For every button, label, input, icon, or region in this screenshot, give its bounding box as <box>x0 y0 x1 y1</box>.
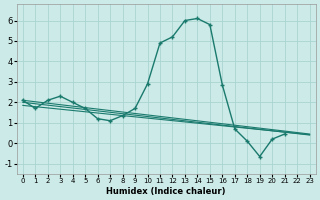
X-axis label: Humidex (Indice chaleur): Humidex (Indice chaleur) <box>107 187 226 196</box>
